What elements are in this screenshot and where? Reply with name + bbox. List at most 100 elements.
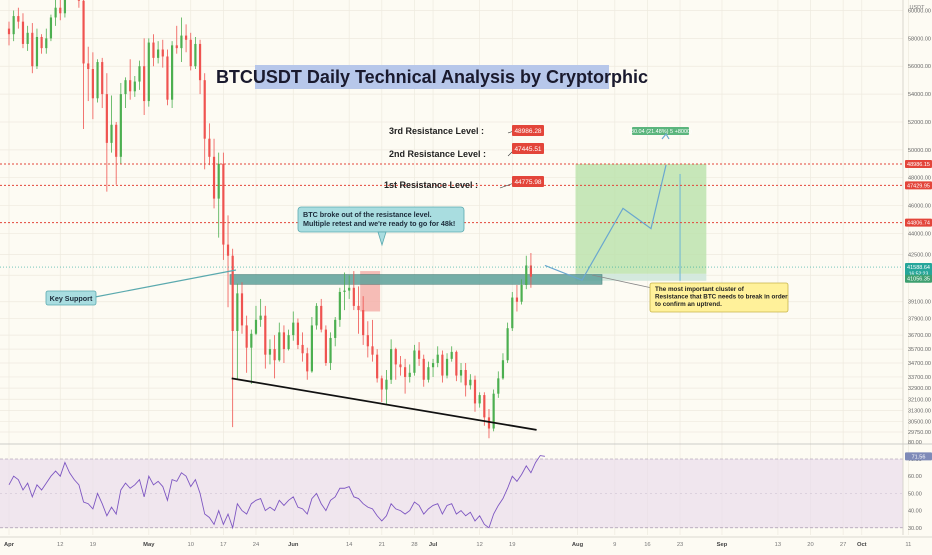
candle-body (26, 32, 29, 44)
projected-path (544, 165, 667, 281)
candle-body (198, 43, 202, 81)
breakout-callout-text: BTC broke out of the resistance level. Mu… (303, 210, 455, 228)
first-resistance-value: 44775.98 (514, 179, 541, 186)
candle-body (497, 378, 500, 394)
candle-body (306, 353, 309, 372)
candle-body (264, 315, 267, 355)
price-tick-label: 44000.00 (908, 231, 931, 237)
time-tick-label: 28 (411, 542, 417, 548)
time-tick-label: Sep (717, 542, 728, 548)
time-tick-label: 20 (807, 542, 813, 548)
rsi-tick-label: 50.00 (908, 491, 922, 497)
price-tick-label: 32900.00 (908, 386, 931, 392)
time-tick-label: May (143, 542, 155, 548)
price-tick-label: 60000.00 (908, 9, 931, 15)
candle-body (292, 322, 295, 336)
candle-body (310, 325, 313, 372)
time-tick-label: Apr (4, 542, 15, 548)
candle-body (101, 62, 104, 95)
candle-body (138, 66, 141, 82)
candle-body (520, 284, 523, 302)
price-tag-sublabel: 16:52:23 (909, 272, 929, 278)
third-resistance-value: 48986.28 (514, 128, 541, 135)
callout-line: to confirm an uptrend. (655, 301, 722, 308)
time-tick-label: 21 (379, 542, 385, 548)
candle-body (96, 62, 99, 99)
second-resistance-label: 2nd Resistance Level : (389, 149, 486, 159)
candle-body (254, 319, 258, 334)
candle-body (506, 328, 509, 361)
candle-body (35, 36, 39, 67)
candle-body (7, 28, 11, 35)
price-tick-label: 56000.00 (908, 64, 931, 70)
candle-body (21, 21, 25, 44)
price-tick-label: 37900.00 (908, 316, 931, 322)
callout-line: Multiple retest and we're ready to go fo… (303, 219, 455, 228)
time-tick-label: 17 (220, 542, 226, 548)
candle-body (240, 293, 244, 326)
candle-body (380, 378, 383, 390)
candle-body (376, 354, 379, 379)
cluster-callout-text: The most important cluster of Resistance … (655, 286, 788, 308)
candle-body (161, 49, 164, 57)
rsi-current-label: 71.56 (912, 454, 926, 460)
candle-body (320, 305, 323, 330)
third-resistance-tag (512, 125, 544, 136)
candle-body (278, 332, 281, 361)
candle-body (413, 350, 416, 373)
candle-body (231, 255, 234, 331)
price-tag-label: 44806.74 (907, 221, 930, 227)
key-support-pointer (94, 269, 237, 298)
key-support-text: Key Support (50, 294, 93, 303)
candle-body (408, 372, 411, 377)
candle-body (436, 354, 439, 364)
candle-body (91, 69, 94, 99)
candle-body (487, 417, 491, 429)
candle-body (441, 354, 444, 376)
time-tick-label: Aug (572, 542, 584, 548)
candle-body (203, 80, 206, 139)
time-tick-label: 16 (644, 542, 650, 548)
candle-body (492, 393, 495, 429)
candle-body (180, 35, 183, 49)
candle-body (366, 335, 369, 347)
candle-body (329, 337, 332, 364)
candle-body (226, 244, 230, 256)
candle-body (469, 379, 472, 386)
candle-body (105, 94, 108, 143)
candle-body (445, 358, 449, 376)
cluster-callout (649, 282, 789, 313)
price-tag-label: 48986.15 (907, 162, 930, 168)
candle-body (129, 80, 132, 92)
price-tick-label: 42500.00 (908, 252, 931, 258)
candle-body (338, 291, 341, 320)
position-box-label: (80.04 (21.48%) 5 +8000) (629, 129, 692, 135)
rsi-current-tag (905, 452, 932, 461)
callout-line: The most important cluster of (655, 286, 745, 293)
price-tick-label: 46000.00 (908, 204, 931, 210)
price-tag (905, 218, 932, 227)
time-tick-label: 12 (57, 542, 63, 548)
candle-body (184, 35, 188, 40)
time-tick-label: 14 (346, 542, 353, 548)
candle-body (82, 0, 85, 64)
time-tick-label: 27 (840, 542, 846, 548)
candle-body (417, 350, 421, 359)
rsi-line (8, 455, 545, 530)
candle-body (404, 367, 407, 377)
price-tick-label: 29750.00 (908, 430, 931, 436)
candle-body (334, 319, 337, 338)
candle-body (222, 163, 225, 245)
support-trendline (231, 377, 537, 431)
candle-body (87, 63, 90, 70)
time-tick-label: 10 (188, 542, 194, 548)
candle-body (362, 310, 365, 336)
candle-body (348, 287, 351, 291)
breakout-callout-pointer (377, 231, 387, 247)
chart-title: BTCUSDT Daily Technical Analysis by Cryp… (216, 67, 648, 87)
candle-body (455, 351, 458, 376)
candle-body (501, 360, 505, 379)
candle-body (157, 49, 160, 58)
